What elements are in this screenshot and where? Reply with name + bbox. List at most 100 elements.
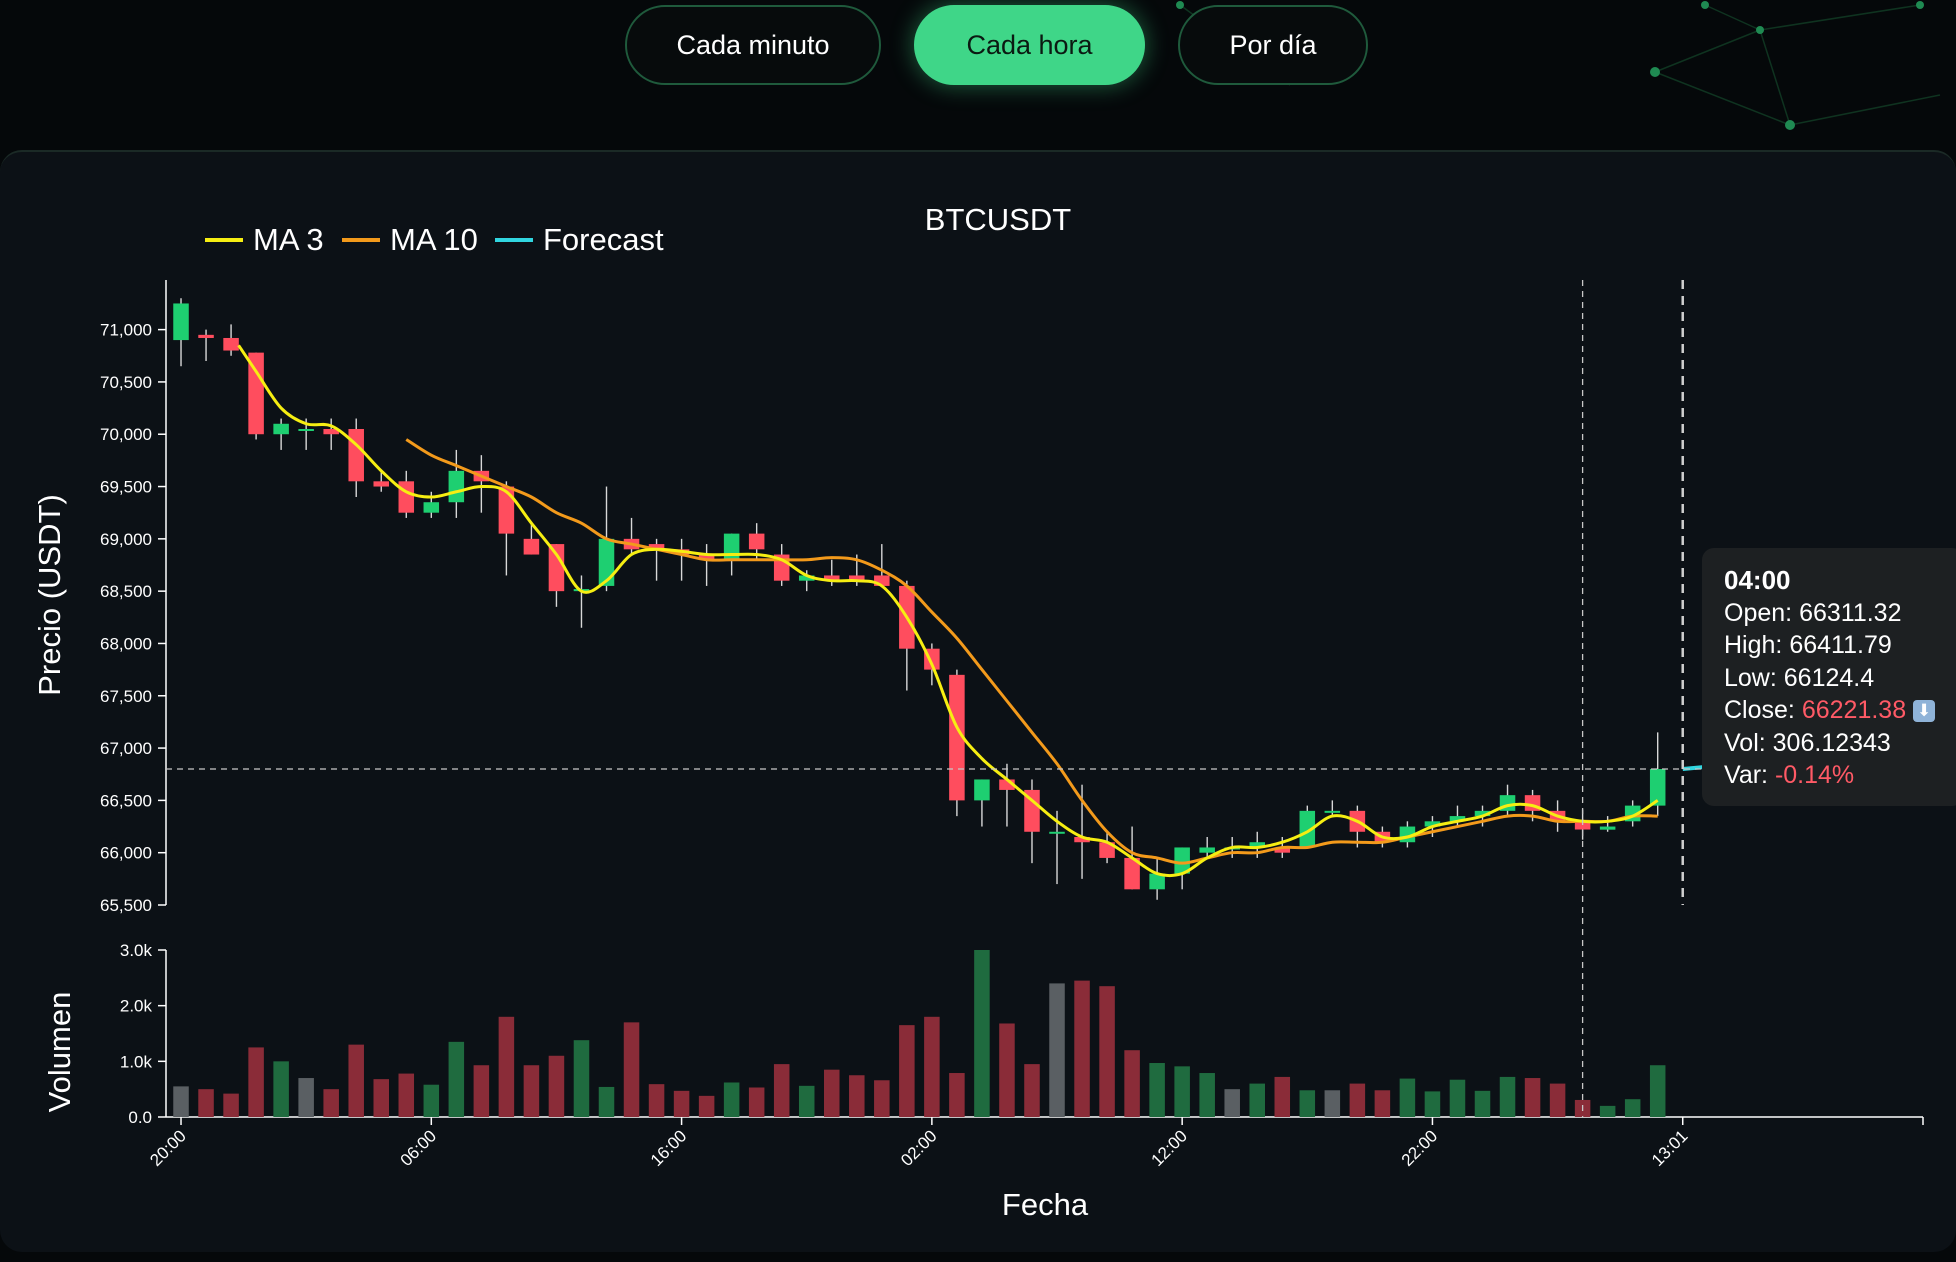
tooltip-low-value: 66124.4 bbox=[1783, 663, 1875, 692]
volume-bar bbox=[398, 1073, 415, 1117]
volume-bar bbox=[423, 1084, 440, 1117]
candle-body[interactable] bbox=[248, 352, 264, 435]
tooltip-vol-value: 306.12343 bbox=[1772, 728, 1891, 757]
price-tick-label: 71,000 bbox=[100, 321, 152, 340]
candle-body[interactable] bbox=[1049, 831, 1065, 834]
volume-axis-label: Volumen bbox=[42, 992, 77, 1113]
candle-body[interactable] bbox=[448, 470, 465, 503]
candle-body[interactable] bbox=[1649, 769, 1666, 806]
volume-bar bbox=[473, 1065, 490, 1117]
volume-bar bbox=[448, 1041, 465, 1117]
candle-body[interactable] bbox=[223, 337, 239, 351]
candle-body[interactable] bbox=[1074, 837, 1090, 843]
candle-body[interactable] bbox=[498, 486, 515, 534]
candle-body[interactable] bbox=[1299, 810, 1316, 848]
price-tick-label: 66,500 bbox=[100, 791, 152, 810]
volume-bar bbox=[1349, 1083, 1366, 1117]
volume-bar bbox=[1424, 1091, 1441, 1117]
candle-body[interactable] bbox=[348, 429, 364, 482]
tab-cada-minuto[interactable]: Cada minuto bbox=[625, 5, 881, 85]
volume-bar bbox=[1299, 1090, 1316, 1117]
price-tick-label: 69,000 bbox=[100, 530, 152, 549]
candle-body[interactable] bbox=[273, 423, 289, 435]
candle-body[interactable] bbox=[849, 575, 865, 581]
candle-body[interactable] bbox=[1174, 847, 1190, 874]
candle-body[interactable] bbox=[1124, 857, 1140, 890]
candle-body[interactable] bbox=[1099, 842, 1115, 858]
volume-bar bbox=[874, 1080, 890, 1117]
candle-body[interactable] bbox=[1449, 816, 1466, 822]
volume-bar bbox=[623, 1022, 640, 1117]
volume-bar bbox=[548, 1055, 565, 1117]
candle-body[interactable] bbox=[598, 538, 615, 586]
candle-body[interactable] bbox=[1024, 789, 1040, 832]
ma10-line bbox=[405, 438, 1658, 865]
tooltip-close-value: 66221.38 bbox=[1801, 696, 1907, 724]
candle-body[interactable] bbox=[1149, 873, 1165, 890]
candle-body[interactable] bbox=[323, 429, 339, 435]
legend-forecast-label: Forecast bbox=[543, 222, 664, 257]
volume-bar bbox=[1399, 1078, 1416, 1117]
volume-bar bbox=[849, 1075, 865, 1117]
price-tick-label: 69,500 bbox=[100, 478, 152, 497]
candle-body[interactable] bbox=[1424, 821, 1441, 827]
volume-bar bbox=[823, 1069, 840, 1117]
volume-bar bbox=[648, 1084, 665, 1117]
volume-bar bbox=[899, 1025, 915, 1117]
x-axis-label: Fecha bbox=[1002, 1187, 1089, 1222]
candle-body[interactable] bbox=[1249, 842, 1266, 848]
volume-bar bbox=[173, 1086, 189, 1117]
arrow-down-icon: ⬇ bbox=[1913, 700, 1936, 723]
candle-body[interactable] bbox=[823, 575, 840, 581]
volume-bar bbox=[1274, 1076, 1291, 1117]
volume-bar bbox=[298, 1078, 314, 1117]
tab-por-dia[interactable]: Por día bbox=[1178, 5, 1368, 85]
price-tick-label: 67,000 bbox=[100, 739, 152, 758]
volume-bar bbox=[1249, 1083, 1266, 1117]
candle-body[interactable] bbox=[398, 481, 415, 513]
volume-bar bbox=[523, 1065, 540, 1117]
candle-body[interactable] bbox=[999, 779, 1015, 790]
volume-bar bbox=[248, 1047, 264, 1117]
candle-body[interactable] bbox=[1474, 810, 1491, 817]
volume-bar bbox=[723, 1082, 740, 1117]
volume-tick-label: 3.0k bbox=[120, 941, 153, 960]
volume-bar bbox=[223, 1093, 239, 1117]
x-tick-label: 12:00 bbox=[1147, 1126, 1191, 1170]
candle-body[interactable] bbox=[548, 544, 565, 592]
volume-bar bbox=[498, 1016, 515, 1117]
candle-body[interactable] bbox=[173, 303, 189, 341]
background-network-decoration bbox=[1176, 1, 1941, 130]
candle-body[interactable] bbox=[648, 544, 665, 550]
candle-body[interactable] bbox=[1324, 810, 1341, 813]
candle-body[interactable] bbox=[1199, 847, 1215, 853]
candle-body[interactable] bbox=[748, 533, 765, 550]
candle-body[interactable] bbox=[298, 429, 314, 431]
candle-body[interactable] bbox=[523, 538, 540, 555]
x-tick-label: 13:01 bbox=[1648, 1126, 1692, 1170]
volume-bar bbox=[999, 1023, 1015, 1117]
volume-tick-label: 2.0k bbox=[120, 997, 153, 1016]
ma3-line bbox=[237, 344, 1659, 878]
volume-bar bbox=[673, 1090, 690, 1117]
candle-body[interactable] bbox=[198, 334, 214, 338]
tab-cada-hora[interactable]: Cada hora bbox=[914, 5, 1145, 85]
candle-body[interactable] bbox=[373, 481, 390, 487]
candle-body[interactable] bbox=[423, 502, 440, 513]
price-tick-label: 65,500 bbox=[100, 896, 152, 915]
tooltip-time: 04:00 bbox=[1724, 565, 1791, 595]
candle-body[interactable] bbox=[698, 554, 715, 560]
volume-bar bbox=[1224, 1089, 1240, 1117]
candle-body[interactable] bbox=[798, 575, 815, 581]
candle-body[interactable] bbox=[874, 575, 890, 586]
volume-bar bbox=[348, 1044, 364, 1117]
price-tick-label: 68,000 bbox=[100, 634, 152, 653]
candle-body[interactable] bbox=[1274, 847, 1291, 853]
candle-body[interactable] bbox=[974, 779, 990, 801]
volume-bar bbox=[1074, 980, 1090, 1117]
volume-bar bbox=[598, 1086, 615, 1117]
candle-tooltip: 04:00 Open: 66311.32 High: 66411.79 Low:… bbox=[1702, 548, 1956, 806]
tooltip-var-row: Var: -0.14% bbox=[1724, 759, 1956, 792]
candle-body[interactable] bbox=[1599, 826, 1616, 830]
